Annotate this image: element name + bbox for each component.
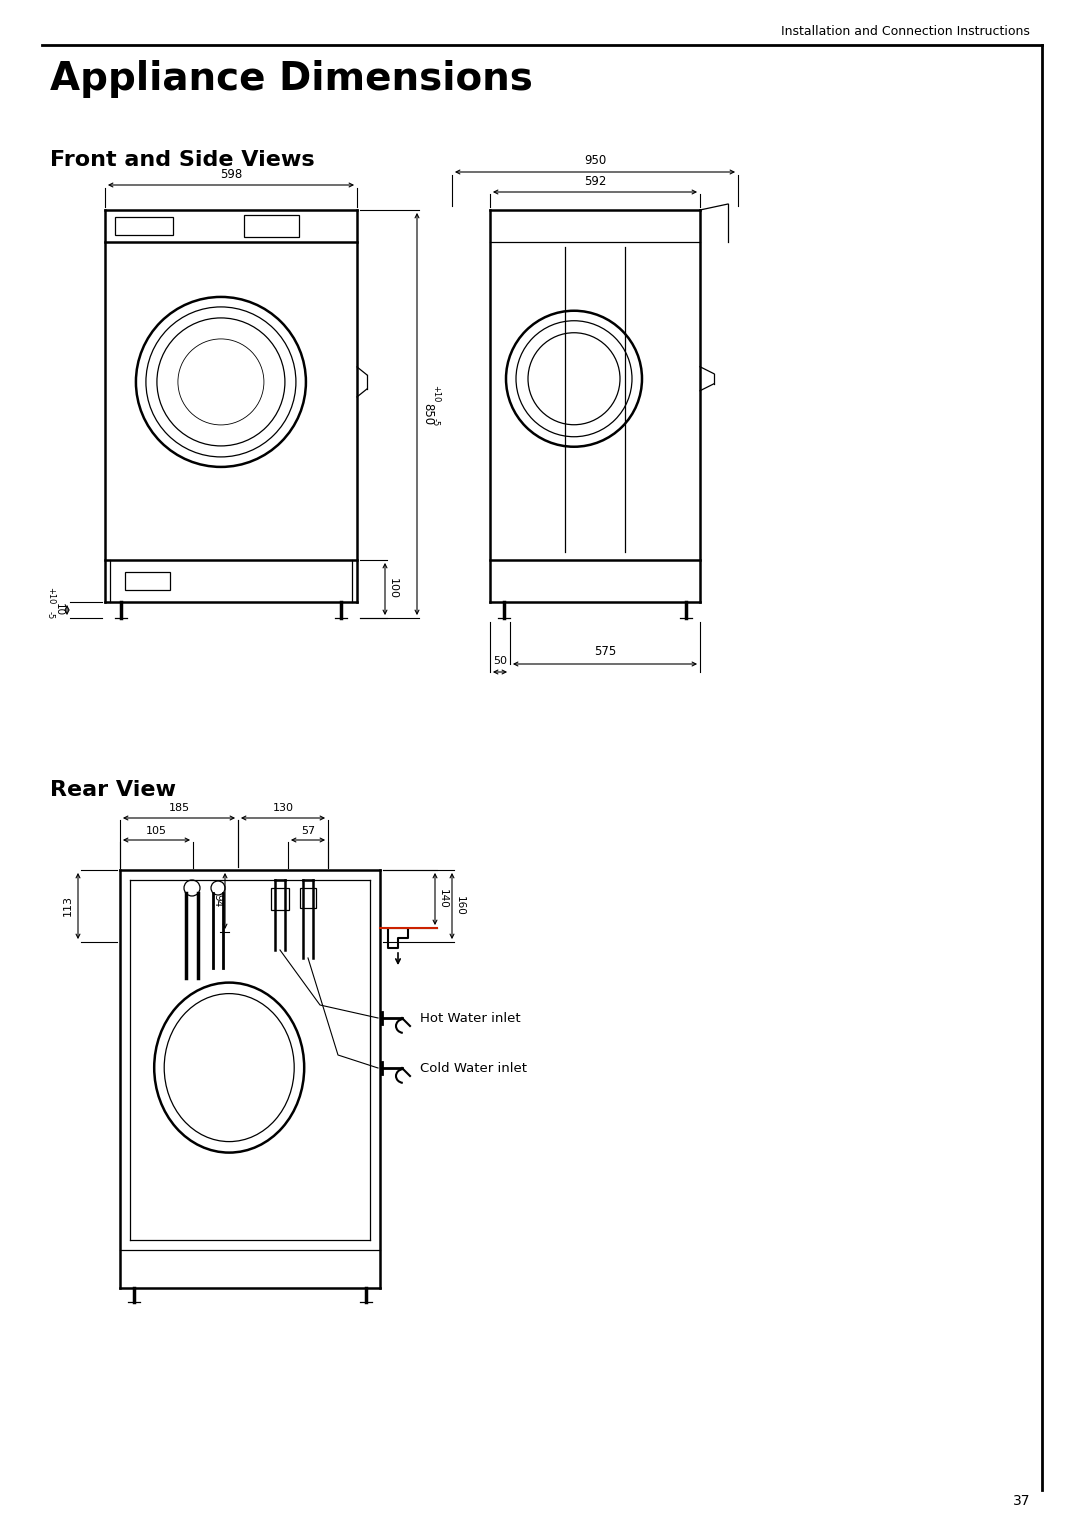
Text: 37: 37 (1013, 1494, 1030, 1508)
Text: 10: 10 (54, 604, 64, 616)
Bar (271, 888, 289, 910)
Bar (244, 216, 298, 237)
Text: Cold Water inlet: Cold Water inlet (420, 1061, 527, 1075)
Text: Appliance Dimensions: Appliance Dimensions (50, 60, 532, 98)
Text: -5: -5 (46, 612, 55, 619)
Text: Hot Water inlet: Hot Water inlet (420, 1012, 521, 1024)
Text: +10: +10 (431, 385, 440, 402)
Text: 598: 598 (220, 168, 242, 180)
Text: 950: 950 (584, 154, 606, 167)
Text: 160: 160 (455, 896, 465, 916)
Bar (114, 217, 173, 235)
Text: Rear View: Rear View (50, 780, 176, 800)
Text: 575: 575 (594, 645, 616, 657)
Text: +10: +10 (46, 587, 55, 604)
Text: 185: 185 (168, 803, 190, 813)
Text: -5: -5 (431, 417, 440, 427)
Text: 850: 850 (421, 404, 434, 425)
Text: 94: 94 (212, 894, 222, 908)
Text: 140: 140 (438, 890, 448, 908)
Text: 130: 130 (272, 803, 294, 813)
Text: 113: 113 (63, 896, 73, 916)
Bar (125, 572, 170, 590)
Text: 592: 592 (584, 174, 606, 188)
Bar (300, 888, 316, 908)
Text: 100: 100 (388, 578, 399, 599)
Text: 57: 57 (301, 826, 315, 836)
Text: Front and Side Views: Front and Side Views (50, 150, 314, 170)
Text: 50: 50 (492, 656, 507, 667)
Text: 105: 105 (146, 826, 167, 836)
Text: Installation and Connection Instructions: Installation and Connection Instructions (781, 24, 1030, 38)
